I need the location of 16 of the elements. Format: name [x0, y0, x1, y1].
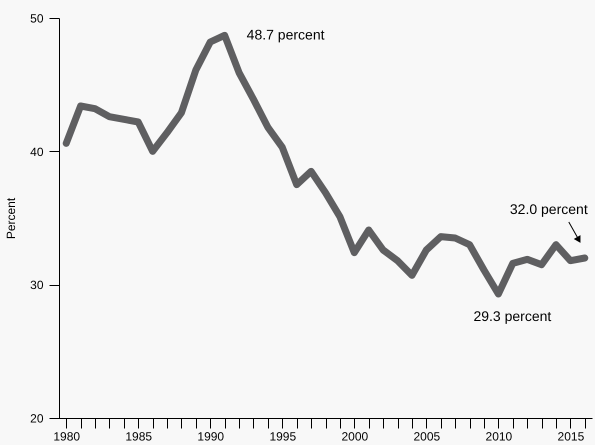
x-tick-label: 1980 [53, 430, 80, 444]
y-tick-label: 40 [30, 144, 44, 159]
annotation: 29.3 percent [473, 308, 552, 324]
x-tick-label: 2015 [558, 430, 585, 444]
x-tick-label: 1985 [125, 430, 152, 444]
y-axis-title: Percent [4, 197, 18, 240]
y-tick-label: 30 [30, 278, 44, 292]
y-tick-label: 20 [30, 412, 44, 426]
annotation: 48.7 percent [246, 26, 325, 42]
x-tick-label: 2005 [413, 430, 441, 444]
x-tick-label: 2010 [486, 430, 513, 444]
annotation: 32.0 percent [510, 201, 588, 217]
y-tick-label: 50 [30, 12, 44, 26]
x-tick-label: 1995 [269, 430, 296, 444]
x-tick-label: 1990 [197, 430, 224, 444]
x-tick-label: 2000 [341, 430, 368, 444]
